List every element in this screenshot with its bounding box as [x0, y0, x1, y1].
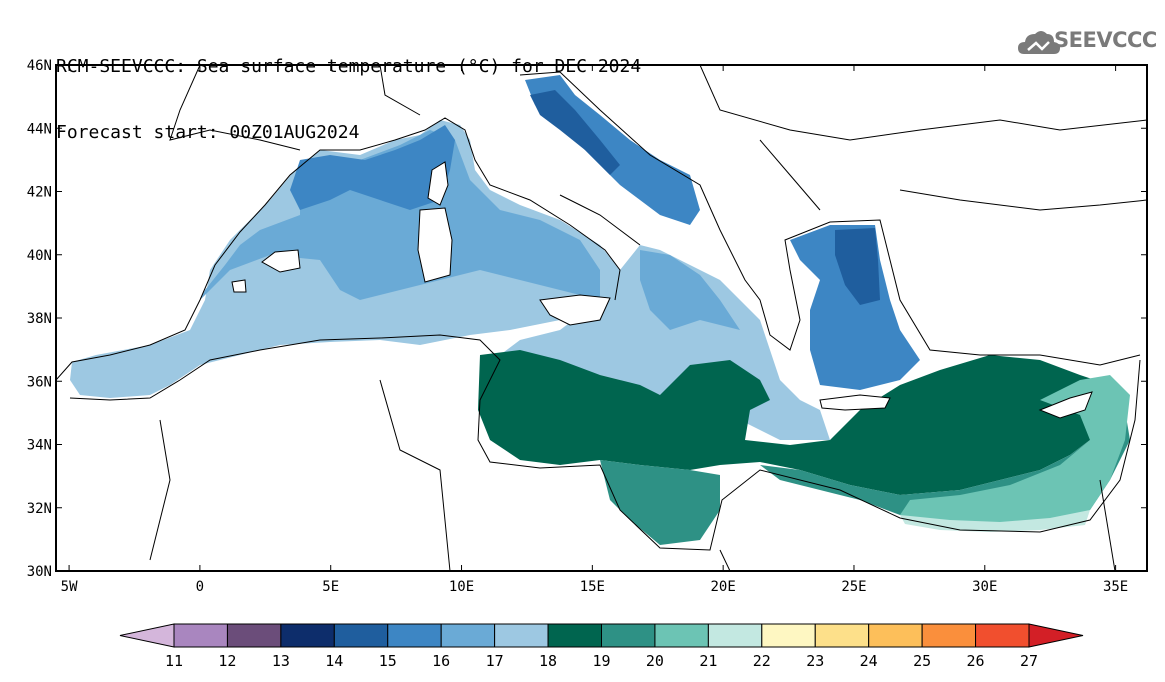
colorbar-box-0 [173, 623, 228, 648]
region-aegean [790, 225, 920, 390]
lon-axis: 5W 0 5E 10E 15E 20E 25E 30E 35E [61, 65, 1128, 595]
map-title: RCM-SEEVCCC: Sea surface temperature (°C… [56, 12, 641, 166]
colorbar-box-6 [494, 623, 549, 648]
colorbar-label-0: 11 [165, 652, 183, 670]
corsica-island [427, 161, 449, 206]
colorbar: 11 12 13 14 15 16 17 18 19 20 21 22 23 24 25 26 27 [119, 623, 1084, 670]
region-ligurian-tyrrhenian [190, 130, 600, 320]
region-adriatic-north [530, 90, 620, 175]
sicily-island [539, 294, 611, 326]
colorbar-max-arrow [1028, 623, 1084, 648]
lat-axis: 46N 44N 42N 40N 38N 36N 34N 32N 30N [27, 58, 1147, 580]
colorbar-box-8 [601, 623, 656, 648]
colorbar-box-15 [975, 623, 1030, 648]
colorbar-label-4: 15 [379, 652, 397, 670]
colorbar-label-14: 25 [913, 652, 931, 670]
region-nile-coast [900, 510, 1090, 532]
region-gulf-of-sidra [600, 460, 720, 545]
colorbar-min-arrow [119, 623, 175, 648]
colorbar-label-13: 24 [860, 652, 878, 670]
colorbar-label-5: 16 [432, 652, 450, 670]
lon-label-1: 0 [196, 579, 204, 595]
lat-label-3: 40N [27, 248, 52, 264]
lon-label-5: 20E [711, 579, 736, 595]
colorbar-label-8: 19 [592, 652, 610, 670]
region-ionian-inner [640, 250, 740, 330]
lat-label-2: 42N [27, 185, 52, 201]
colorbar-box-10 [707, 623, 763, 648]
lat-label-4: 38N [27, 311, 52, 327]
balearic-island-small [231, 279, 247, 293]
colorbar-box-9 [654, 623, 709, 648]
lat-label-7: 32N [27, 501, 52, 517]
colorbar-box-3 [333, 623, 389, 648]
region-central-south [478, 350, 1125, 495]
colorbar-box-13 [868, 623, 923, 648]
colorbar-label-1: 12 [218, 652, 236, 670]
colorbar-box-1 [226, 623, 282, 648]
lon-label-2: 5E [322, 579, 339, 595]
colorbar-label-11: 22 [753, 652, 771, 670]
logo-text: SEEVCCC [1054, 28, 1157, 52]
lon-label-8: 35E [1103, 579, 1128, 595]
lon-label-7: 30E [972, 579, 997, 595]
colorbar-box-4 [387, 623, 442, 648]
colorbar-label-12: 23 [806, 652, 824, 670]
colorbar-box-5 [440, 623, 496, 648]
lon-label-4: 15E [580, 579, 605, 595]
sardinia-island [417, 207, 453, 283]
region-aegean-north [835, 228, 880, 305]
lon-label-6: 25E [841, 579, 866, 595]
lat-label-1: 44N [27, 121, 52, 137]
lat-label-5: 36N [27, 374, 52, 390]
colorbar-label-2: 13 [272, 652, 290, 670]
colorbar-box-11 [761, 623, 816, 648]
region-levantine-east [900, 375, 1130, 525]
region-gulf-of-lion [290, 125, 455, 210]
lat-label-8: 30N [27, 564, 52, 580]
colorbar-box-7 [547, 623, 602, 648]
coastline [56, 65, 1147, 571]
cyprus-island [1038, 391, 1093, 419]
lat-label-0: 46N [27, 58, 52, 74]
colorbar-label-10: 21 [699, 652, 717, 670]
title-line-1: RCM-SEEVCCC: Sea surface temperature (°C… [56, 56, 642, 77]
cloud-icon [1018, 31, 1060, 54]
colorbar-label-3: 14 [325, 652, 343, 670]
colorbar-label-9: 20 [646, 652, 664, 670]
colorbar-label-15: 26 [967, 652, 985, 670]
colorbar-label-6: 17 [486, 652, 504, 670]
lon-label-3: 10E [449, 579, 474, 595]
colorbar-box-2 [280, 623, 335, 648]
title-line-2: Forecast start: 00Z01AUG2024 [56, 122, 360, 143]
crete-island [819, 394, 891, 411]
colorbar-box-12 [814, 623, 870, 648]
lon-label-0: 5W [61, 579, 78, 595]
lat-label-6: 34N [27, 438, 52, 454]
colorbar-box-14 [921, 623, 977, 648]
colorbar-label-16: 27 [1020, 652, 1038, 670]
balearic-island [261, 249, 301, 273]
colorbar-label-7: 18 [539, 652, 557, 670]
